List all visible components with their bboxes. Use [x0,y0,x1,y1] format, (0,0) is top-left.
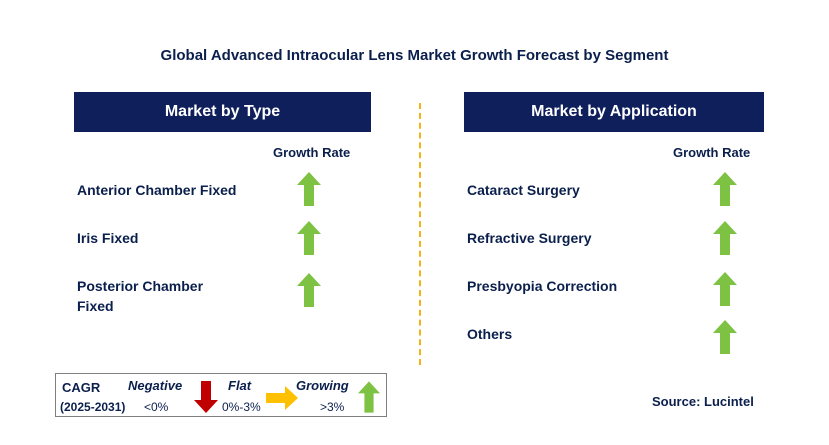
type-item-label: Posterior Chamber Fixed [77,278,204,314]
growing-arrow-icon [713,272,737,306]
source-note: Source: Lucintel [652,394,754,409]
legend-flat-label: Flat [228,378,252,393]
type-growth-label: Growth Rate [273,145,351,160]
legend-negative-range: <0% [144,400,169,414]
legend-period: (2025-2031) [60,400,126,414]
growing-arrow-icon [713,320,737,354]
application-header: Market by Application [464,92,764,132]
legend-cagr: CAGR [62,380,101,395]
growing-arrow-icon [713,172,737,206]
legend-negative-label: Negative [128,378,183,393]
flat-arrow-icon [266,386,298,410]
legend-growing-range: >3% [320,400,345,414]
legend-growing-label: Growing [296,378,349,393]
application-item-label: Others [467,326,513,342]
type-item-label: Anterior Chamber Fixed [77,182,237,198]
type-item-label: Iris Fixed [77,230,139,246]
application-item-label: Refractive Surgery [467,230,592,246]
application-item-label: Cataract Surgery [467,182,580,198]
application-growth-label: Growth Rate [673,145,751,160]
cagr-legend: CAGR (2025-2031) Negative <0% Flat 0%-3%… [55,373,387,417]
growing-arrow-icon [713,221,737,255]
chart-title: Global Advanced Intraocular Lens Market … [160,47,669,64]
legend-flat-range: 0%-3% [222,400,261,414]
growing-arrow-icon [297,221,321,255]
growing-arrow-icon [297,273,321,307]
type-header: Market by Type [74,92,371,132]
application-item-label: Presbyopia Correction [467,278,618,294]
growing-arrow-icon [297,172,321,206]
negative-arrow-icon [194,381,218,413]
growing-arrow-icon [358,381,380,413]
panel-divider [419,103,421,365]
